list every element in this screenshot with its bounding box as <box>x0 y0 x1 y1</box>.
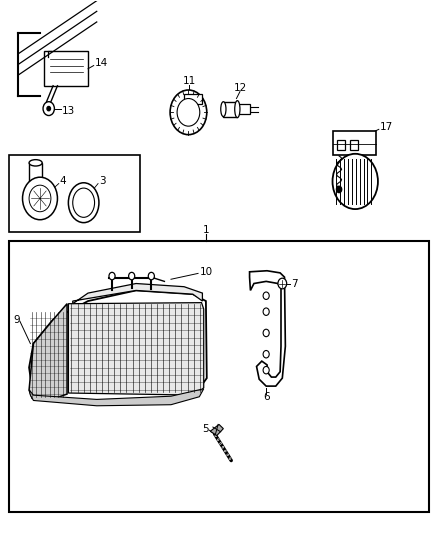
Text: 11: 11 <box>183 77 196 86</box>
Polygon shape <box>29 389 204 406</box>
Ellipse shape <box>73 188 95 217</box>
Polygon shape <box>210 424 223 435</box>
Text: 14: 14 <box>95 59 108 68</box>
Ellipse shape <box>29 160 42 166</box>
Circle shape <box>22 177 57 220</box>
Ellipse shape <box>68 183 99 223</box>
Circle shape <box>170 90 207 135</box>
Text: 7: 7 <box>291 279 298 288</box>
Circle shape <box>47 107 50 111</box>
Circle shape <box>263 308 269 316</box>
Circle shape <box>278 278 287 289</box>
Circle shape <box>263 367 269 374</box>
Bar <box>184 94 201 104</box>
Circle shape <box>263 329 269 337</box>
Bar <box>237 104 250 115</box>
Circle shape <box>29 185 51 212</box>
Polygon shape <box>29 304 67 400</box>
Text: 5: 5 <box>203 424 209 434</box>
Circle shape <box>129 272 135 280</box>
Ellipse shape <box>221 102 226 117</box>
Bar <box>44 51 88 86</box>
Polygon shape <box>250 271 286 386</box>
Text: 12: 12 <box>233 83 247 93</box>
Bar <box>332 131 376 155</box>
Text: 6: 6 <box>263 392 269 402</box>
Circle shape <box>263 292 269 300</box>
Polygon shape <box>68 303 204 395</box>
Polygon shape <box>29 290 207 403</box>
Circle shape <box>336 186 342 192</box>
Bar <box>223 102 237 117</box>
Text: 10: 10 <box>199 267 212 277</box>
Bar <box>337 140 345 150</box>
Circle shape <box>148 272 154 280</box>
Circle shape <box>43 102 54 116</box>
Circle shape <box>263 351 269 358</box>
Text: 9: 9 <box>13 314 20 325</box>
Text: 1: 1 <box>203 225 209 236</box>
Text: 13: 13 <box>62 106 75 116</box>
Text: 3: 3 <box>99 176 106 187</box>
Ellipse shape <box>235 101 240 118</box>
Bar <box>29 163 42 189</box>
Circle shape <box>177 99 200 126</box>
Text: 17: 17 <box>380 122 393 132</box>
Bar <box>350 140 358 150</box>
Polygon shape <box>73 284 202 304</box>
Bar <box>10 155 141 232</box>
Circle shape <box>332 154 378 209</box>
Circle shape <box>109 272 115 280</box>
Text: 4: 4 <box>60 176 66 187</box>
Bar <box>10 241 428 512</box>
